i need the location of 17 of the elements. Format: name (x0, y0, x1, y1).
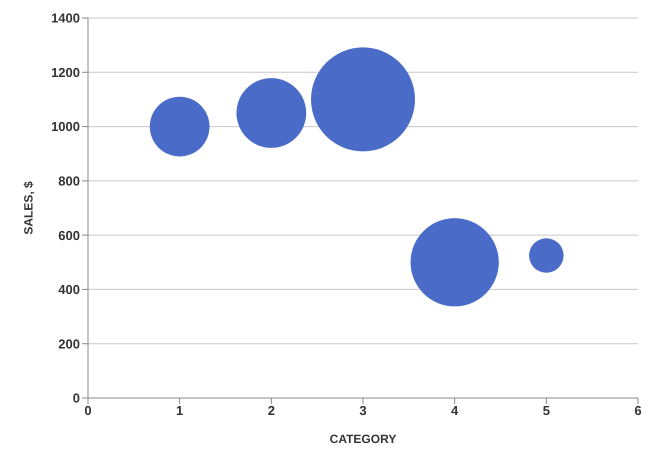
y-tick-label: 0 (72, 390, 80, 406)
y-axis-title: SALES, $ (21, 181, 36, 235)
y-tick-label: 1200 (51, 64, 80, 80)
x-tick-label: 0 (84, 403, 92, 418)
x-axis-title: CATEGORY (330, 432, 396, 446)
y-tick-label: 800 (58, 173, 80, 188)
y-tick-label: 600 (58, 228, 80, 243)
y-tick-label: 1000 (51, 119, 80, 134)
x-tick-label: 6 (634, 403, 642, 418)
y-tick-label: 200 (58, 336, 80, 352)
x-tick-label: 2 (268, 403, 275, 418)
y-tick-label: 1400 (51, 10, 80, 26)
x-tick-label: 3 (359, 403, 367, 418)
x-tick-label: 5 (542, 403, 550, 418)
x-tick-label: 4 (451, 403, 460, 418)
y-tick-label: 400 (58, 282, 80, 298)
x-tick-label: 1 (176, 403, 184, 418)
